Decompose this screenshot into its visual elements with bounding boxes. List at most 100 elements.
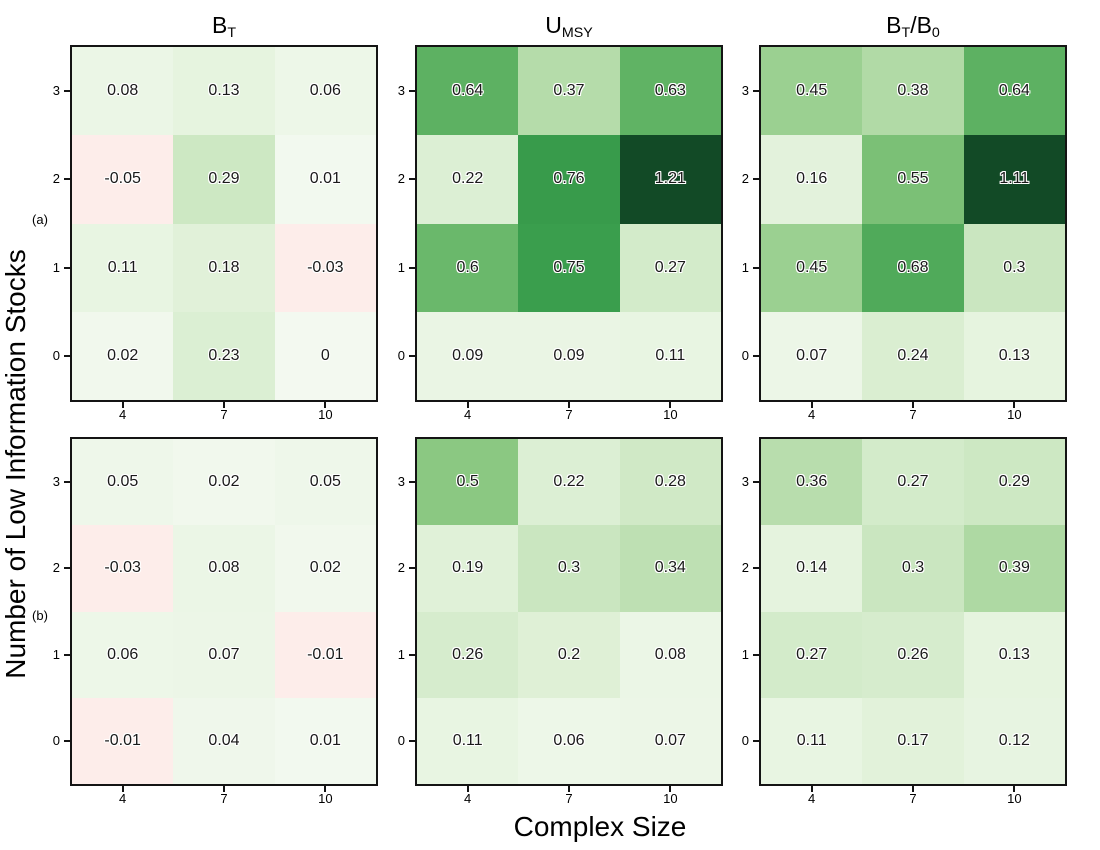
y-tick-label: 1	[741, 259, 749, 275]
y-tick-label: 0	[397, 732, 405, 748]
cell-value-label: 0.02	[107, 346, 139, 364]
y-tick-label: 3	[52, 474, 60, 490]
heatmap-cell-a-bt-y3-x7: 0.13	[173, 47, 275, 136]
y-tick-mark	[64, 567, 70, 570]
cell-value-label: 0.3	[1003, 258, 1026, 276]
x-tick-label: 10	[318, 791, 333, 806]
heatmap-cell-a-btb0-y3-x10: 0.64	[963, 47, 1065, 136]
y-tick-mark	[409, 90, 415, 93]
title-subscript: MSY	[561, 25, 593, 41]
cell-value-label: 0.11	[796, 731, 827, 749]
y-tick-mark	[64, 90, 70, 93]
x-tick-mark	[1013, 402, 1016, 408]
cell-value-label: 0.13	[998, 645, 1030, 663]
heatmap-cell-b-btb0-y2-x10: 0.39	[963, 525, 1065, 612]
cell-value-label: 0.19	[452, 559, 484, 577]
heatmap-cell-b-umsy-y1-x4: 0.26	[417, 611, 519, 698]
heatmap-cell-a-bt-y2-x7: 0.29	[173, 135, 275, 224]
heatmap-cell-a-bt-y0-x7: 0.23	[173, 311, 275, 400]
x-tick-mark	[324, 402, 327, 408]
cell-value-label: 0.08	[107, 82, 139, 100]
heatmap-cell-b-umsy-y3-x7: 0.22	[518, 439, 620, 526]
title-text: B	[211, 12, 228, 38]
cell-value-label: 0.14	[796, 559, 828, 577]
heatmap-cell-a-umsy-y3-x7: 0.37	[518, 47, 620, 136]
x-tick-mark	[912, 402, 914, 408]
cell-value-label: 0.08	[208, 559, 240, 577]
cell-value-label: 0.27	[654, 258, 686, 276]
y-tick-mark	[409, 653, 415, 656]
x-tick-label: 10	[663, 407, 678, 422]
heatmap-cell-b-btb0-y1-x4: 0.27	[761, 611, 863, 698]
heatmap-cell-a-bt-y1-x4: 0.11	[72, 223, 174, 312]
cell-value-label: 0.6	[456, 258, 479, 276]
y-tick-label: 2	[52, 171, 60, 187]
cell-value-label: 0.2	[557, 645, 581, 663]
cell-value-label: 0.05	[107, 473, 139, 491]
y-tick-label: 1	[52, 259, 60, 275]
cell-value-label: 0.23	[208, 346, 240, 364]
heatmap-cell-a-bt-y3-x4: 0.08	[72, 47, 174, 136]
heatmap-cell-b-umsy-y1-x7: 0.2	[518, 611, 620, 698]
y-tick-mark	[753, 739, 759, 742]
cell-value-label: 0.27	[796, 645, 828, 663]
cell-value-label: 0.11	[452, 731, 483, 749]
y-tick-label: 1	[397, 646, 405, 662]
x-tick-label: 10	[663, 791, 678, 806]
heatmap-cell-b-btb0-y3-x10: 0.29	[963, 439, 1065, 526]
y-tick-label: 3	[52, 83, 60, 99]
x-tick-mark	[669, 402, 672, 408]
panel-title-umsy: UMSY	[415, 10, 723, 41]
y-tick-mark	[753, 178, 759, 181]
cell-value-label: 0.07	[208, 645, 240, 663]
y-tick-mark	[753, 90, 759, 93]
x-tick-mark	[121, 786, 124, 792]
heatmap-cell-a-bt-y3-x10: 0.06	[274, 47, 376, 136]
x-tick-mark	[669, 786, 672, 792]
heatmap-cell-a-umsy-y0-x10: 0.11	[619, 311, 721, 400]
cell-value-label: 0.5	[456, 473, 479, 491]
heatmap-cell-b-btb0-y0-x4: 0.11	[761, 697, 863, 784]
heatmap-cell-b-btb0-y0-x7: 0.17	[862, 697, 964, 784]
x-tick-mark	[466, 402, 469, 408]
heatmap-cell-b-umsy-y3-x10: 0.28	[619, 439, 721, 526]
heatmap-cell-b-btb0-y3-x4: 0.36	[761, 439, 863, 526]
heatmap-cell-a-btb0-y3-x7: 0.38	[862, 47, 964, 136]
heatmap-cell-b-umsy-y1-x10: 0.08	[619, 611, 721, 698]
x-tick-label: 7	[565, 791, 573, 806]
heatmap-cell-a-btb0-y0-x10: 0.13	[963, 311, 1065, 400]
heatmap-cell-b-bt-y3-x7: 0.02	[173, 439, 275, 526]
cell-value-label: 0.04	[208, 731, 240, 749]
cell-value-label: 0.28	[654, 473, 686, 491]
cell-value-label: 0.37	[553, 82, 585, 100]
cell-value-label: 0.45	[796, 82, 828, 100]
cell-value-label: 0.18	[208, 258, 240, 276]
cell-value-label: 0	[320, 346, 330, 364]
cell-value-label: 0.02	[208, 473, 240, 491]
cell-value-label: 0.64	[998, 82, 1030, 100]
x-tick-mark	[223, 786, 225, 792]
y-tick-label: 3	[741, 83, 749, 99]
y-tick-label: 0	[52, 347, 60, 363]
heatmap-panel-b-btb0: 0.36 0.27 0.29 0.14 0.3 0.39 0.27 0.26 0.13 0.11 0…	[742, 437, 1067, 806]
cell-value-label: 0.06	[107, 645, 139, 663]
cell-value-label: 0.22	[553, 473, 585, 491]
y-tick-label: 3	[397, 83, 405, 99]
heatmap-cell-a-btb0-y2-x10: 1.11	[963, 135, 1065, 224]
title-text: B	[916, 12, 932, 38]
heatmap-cell-a-umsy-y1-x7: 0.75	[518, 223, 620, 312]
heatmap-cell-b-umsy-y3-x4: 0.5	[417, 439, 519, 526]
heatmap-cell-b-btb0-y2-x4: 0.14	[761, 525, 863, 612]
heatmap-panel-a-btb0: 0.45 0.38 0.64 0.16 0.55 1.11 0.45 0.68 0.3 0.07 0…	[742, 45, 1067, 422]
heatmap-cell-b-btb0-y0-x10: 0.12	[963, 697, 1065, 784]
heatmap-panel-b-bt: 0.05 0.02 0.05 -0.03 0.08 0.02 0.06 0.07 -0.01 -0…	[53, 437, 378, 806]
y-tick-label: 3	[741, 474, 749, 490]
title-subscript: T	[227, 25, 237, 41]
y-tick-label: 0	[397, 347, 405, 363]
panel-title-btb0: BT/B0	[759, 10, 1067, 41]
cell-value-label: 0.75	[553, 258, 585, 276]
x-tick-mark	[568, 402, 570, 408]
x-tick-label: 4	[808, 407, 816, 422]
y-tick-mark	[409, 481, 415, 484]
y-tick-mark	[753, 266, 759, 269]
